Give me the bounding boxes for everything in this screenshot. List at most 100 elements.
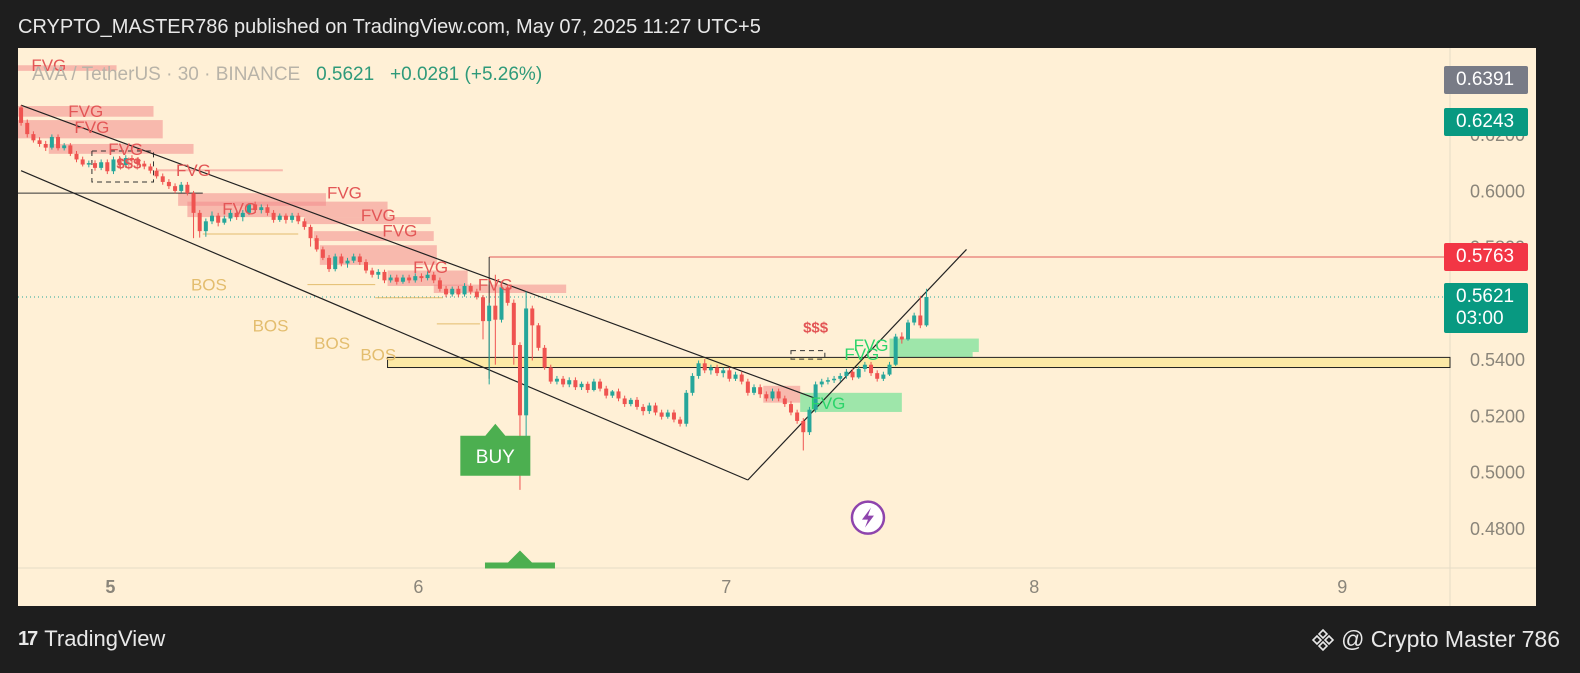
candle-body <box>893 336 898 365</box>
candle-body <box>425 274 430 279</box>
fvg-label: FVG <box>478 276 513 295</box>
bos-label: BOS <box>314 334 350 353</box>
candle-body <box>788 404 793 413</box>
candle-body <box>702 363 707 371</box>
candle-body <box>123 158 128 166</box>
candle-body <box>838 375 843 379</box>
candle-body <box>481 297 486 322</box>
candle-body <box>111 159 116 172</box>
candle-body <box>388 277 393 281</box>
tradingview-logo-icon: 17 <box>18 627 38 650</box>
candle-body <box>210 215 215 222</box>
candle-body <box>708 367 713 371</box>
candle-body <box>296 215 301 222</box>
candle-body <box>758 387 763 395</box>
candle-body <box>259 207 264 211</box>
candle-body <box>166 181 171 187</box>
candle-body <box>357 256 362 263</box>
candle-body <box>431 274 436 281</box>
price-badge: 0.6391 <box>1444 66 1528 95</box>
buy-signal-marker <box>460 423 531 476</box>
fvg-label: FVG <box>31 56 66 75</box>
candle-body <box>690 375 695 393</box>
trendline <box>20 170 749 481</box>
y-tick-label: 0.5400 <box>1470 350 1525 370</box>
candle-body <box>542 347 547 368</box>
candle-body <box>579 383 584 388</box>
binance-icon <box>1311 628 1335 651</box>
y-tick-label: 0.5200 <box>1470 406 1525 426</box>
candle-body <box>92 163 97 168</box>
candle-body <box>142 163 147 167</box>
y-tick-label: 0.4800 <box>1470 519 1525 539</box>
candle-body <box>905 322 910 340</box>
candle-body <box>283 215 288 220</box>
candle-body <box>234 212 239 218</box>
candle-body <box>641 406 646 412</box>
x-tick-label: 8 <box>1029 577 1039 597</box>
candle-body <box>782 398 787 405</box>
bos-label: BOS <box>191 276 227 295</box>
fvg-label: FVG <box>844 345 879 364</box>
tradingview-brand[interactable]: 17 TradingView <box>18 626 165 652</box>
candle-body <box>419 276 424 279</box>
buy-label: BUY <box>476 447 515 468</box>
last-price: 0.5621 <box>316 64 375 85</box>
candle-body <box>179 184 184 191</box>
fvg-zone <box>889 352 973 358</box>
candle-body <box>117 159 122 166</box>
candle-body <box>339 256 344 264</box>
candle-body <box>382 271 387 281</box>
author-name: @ Crypto Master 786 <box>1341 626 1560 652</box>
candle-body <box>561 378 566 385</box>
candle-body <box>610 391 615 396</box>
candle-body <box>56 136 61 149</box>
candle-body <box>604 388 609 396</box>
candle-body <box>74 153 79 160</box>
candle-body <box>271 212 276 220</box>
candle-body <box>19 107 24 123</box>
candle-body <box>413 276 418 281</box>
candle-body <box>80 159 85 165</box>
candle-body <box>314 238 319 250</box>
symbol-legend: AVA / TetherUS · 30 · BINANCE 0.5621 +0.… <box>32 64 542 86</box>
candle-body <box>456 288 461 295</box>
trendline <box>747 249 967 481</box>
candle-body <box>49 136 54 148</box>
price-badge: 0.5763 <box>1444 243 1528 271</box>
candle-body <box>129 158 134 161</box>
candle-body <box>536 325 541 348</box>
candle-body <box>598 381 603 389</box>
candle-body <box>197 212 202 232</box>
price-badge-value: 0.6391 <box>1456 69 1515 91</box>
chart-area[interactable]: FVG FVG FVG FVG $$$ FVG FVG FVG FVG FVG FVG FVG BOS B… <box>18 48 1536 606</box>
bar-countdown: 03:00 <box>1456 307 1504 329</box>
candle-body <box>376 271 381 275</box>
fvg-label: $$$ <box>803 319 829 336</box>
candle-body <box>493 305 498 320</box>
candle-body <box>216 215 221 223</box>
candle-body <box>819 381 824 385</box>
candle-body <box>862 364 867 369</box>
fvg-label: FVG <box>327 183 362 202</box>
candle-body <box>647 405 652 412</box>
candle-body <box>43 143 48 148</box>
candle-body <box>136 160 141 164</box>
candle-body <box>752 387 757 393</box>
candle-body <box>345 260 350 264</box>
candle-body <box>844 371 849 376</box>
candle-body <box>154 170 159 177</box>
candle-body <box>573 380 578 388</box>
candle-body <box>807 409 812 433</box>
candle-body <box>770 391 775 399</box>
price-badge-value: 0.6243 <box>1456 111 1515 133</box>
price-badge-value: 0.5621 <box>1456 285 1515 307</box>
candle-body <box>468 285 473 292</box>
candle-body <box>68 145 73 154</box>
bos-label: BOS <box>360 345 396 364</box>
candle-body <box>856 368 861 378</box>
candle-body <box>665 412 670 417</box>
fvg-label: FVG <box>413 258 448 277</box>
candle-body <box>530 308 535 326</box>
